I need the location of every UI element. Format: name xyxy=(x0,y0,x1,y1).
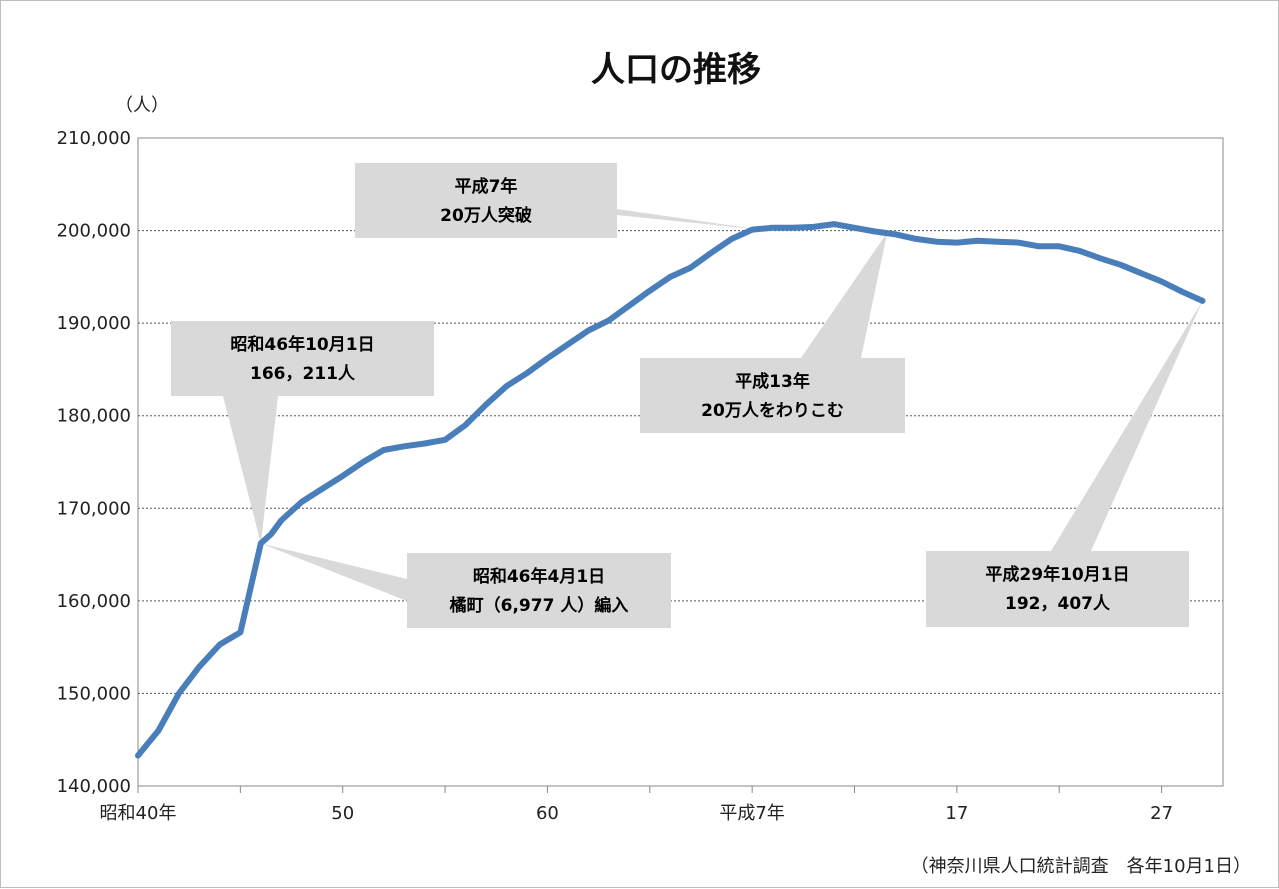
y-tick-label: 190,000 xyxy=(57,313,131,334)
x-tick-label: 平成7年 xyxy=(719,803,784,824)
x-tick-label: 50 xyxy=(331,803,354,824)
callout-box xyxy=(171,321,434,396)
callout-line-1: 昭和46年4月1日 xyxy=(473,566,605,587)
callout-line-2: 20万人をわりこむ xyxy=(701,401,844,421)
callout-line-1: 昭和46年10月1日 xyxy=(230,334,374,355)
callout-box xyxy=(926,551,1189,627)
x-tick-label: 60 xyxy=(536,803,559,824)
y-tick-label: 150,000 xyxy=(57,683,131,704)
callout-pointer xyxy=(801,232,888,358)
callout-box xyxy=(407,553,671,628)
population-line xyxy=(135,221,1206,759)
callout-pointer xyxy=(223,396,278,544)
x-tick-label: 昭和40年 xyxy=(100,803,177,824)
y-axis-unit-label: （人） xyxy=(115,95,169,116)
y-tick-label: 180,000 xyxy=(57,406,131,427)
callout-line-2: 166，211人 xyxy=(250,364,356,384)
y-tick-label: 170,000 xyxy=(57,498,131,519)
y-tick-label: 160,000 xyxy=(57,591,131,612)
callout-line-1: 平成7年 xyxy=(455,176,518,197)
callout-line-2: 192，407人 xyxy=(1005,594,1111,614)
callout-pointer xyxy=(260,543,407,601)
callout-box xyxy=(355,163,617,238)
callout-box xyxy=(640,358,905,433)
callout-line-2: 橘町（6,977 人）編入 xyxy=(449,595,629,616)
source-note: （神奈川県人口統計調査 各年10月1日） xyxy=(911,856,1251,877)
y-tick-label: 140,000 xyxy=(57,776,131,797)
callout-pointer xyxy=(557,209,761,230)
y-tick-label: 210,000 xyxy=(57,128,131,149)
x-tick-label: 27 xyxy=(1150,803,1173,824)
callout-line-2: 20万人突破 xyxy=(440,205,532,226)
plot-area-border xyxy=(137,137,1224,787)
callout-line-1: 平成29年10月1日 xyxy=(985,564,1129,585)
callout-line-1: 平成13年 xyxy=(735,371,810,392)
callout-pointer xyxy=(1051,300,1203,551)
chart-title: 人口の推移 xyxy=(591,50,761,90)
x-tick-label: 17 xyxy=(945,803,968,824)
y-tick-label: 200,000 xyxy=(57,221,131,242)
